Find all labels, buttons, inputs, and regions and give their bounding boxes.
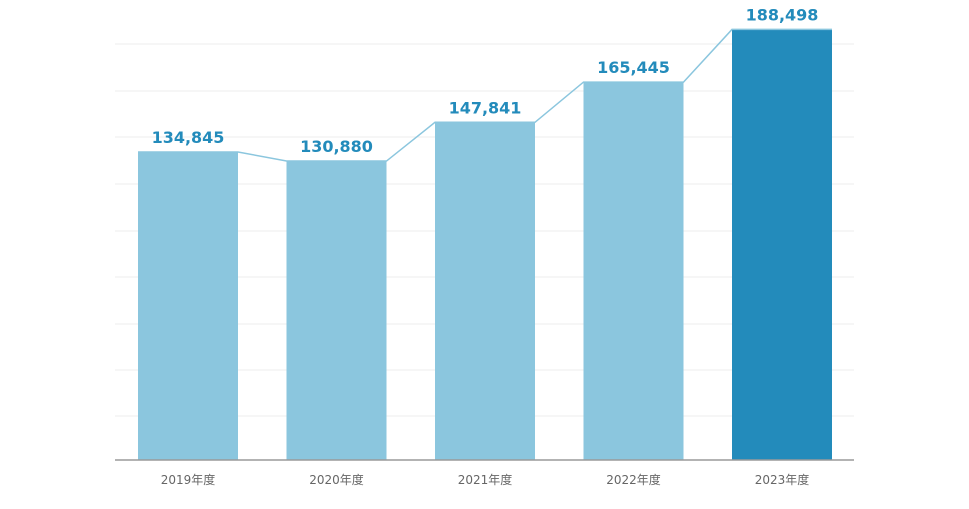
value-label-2021年度: 147,841	[449, 98, 522, 117]
value-label-2019年度: 134,845	[152, 128, 225, 147]
bar-2022年度	[583, 82, 684, 460]
tick-label-2022年度: 2022年度	[606, 472, 661, 487]
tick-label-2023年度: 2023年度	[755, 472, 810, 487]
tick-label-2019年度: 2019年度	[161, 472, 216, 487]
bar-2020年度	[286, 161, 387, 460]
tick-label-2020年度: 2020年度	[309, 472, 364, 487]
x-tick-labels: 2019年度 2020年度 2021年度 2022年度 2023年度	[161, 472, 810, 487]
value-label-2023年度: 188,498	[746, 5, 819, 24]
value-label-2022年度: 165,445	[597, 58, 670, 77]
bar-2019年度	[138, 151, 238, 460]
tick-label-2021年度: 2021年度	[458, 472, 513, 487]
bars	[138, 29, 832, 461]
connector-line	[138, 28, 832, 162]
bar-2023年度	[732, 29, 832, 461]
value-labels: 134,845 130,880 147,841 165,445 188,498	[152, 5, 819, 156]
value-label-2020年度: 130,880	[300, 137, 373, 156]
bar-2021年度	[435, 122, 535, 460]
trend-connector	[138, 28, 832, 162]
